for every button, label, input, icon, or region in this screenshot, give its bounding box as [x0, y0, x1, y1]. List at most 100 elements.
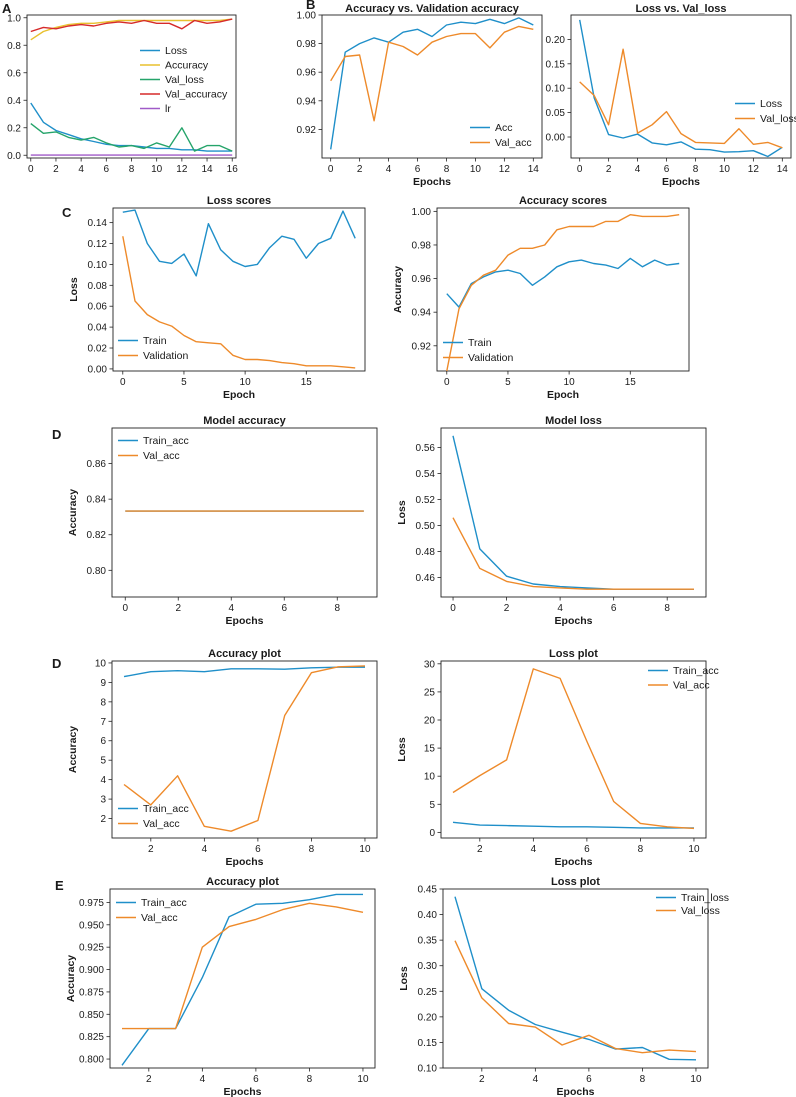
y-tick-label: 0.06 — [88, 302, 108, 313]
series-line-train-loss — [454, 896, 697, 1061]
y-tick-label: 0.10 — [88, 260, 108, 271]
x-tick-label: 4 — [228, 603, 234, 614]
y-axis-label: Loss — [396, 500, 408, 525]
y-tick-label: 0.96 — [297, 68, 317, 79]
legend-entry: Val_acc — [673, 680, 710, 692]
x-tick-label: 4 — [635, 164, 641, 175]
y-tick-label: 9 — [100, 678, 106, 689]
series-line-val-acc — [330, 25, 534, 122]
y-tick-label: 1.00 — [412, 207, 432, 218]
y-tick-label: 0.4 — [7, 96, 21, 107]
x-tick-label: 2 — [477, 844, 483, 855]
y-tick-label: 0.86 — [87, 459, 107, 470]
x-tick-label: 10 — [240, 377, 252, 388]
y-tick-label: 0.35 — [418, 936, 438, 947]
legend-entry: Train_acc — [141, 897, 187, 909]
y-tick-label: 0.950 — [79, 920, 104, 931]
x-tick-label: 10 — [719, 164, 731, 175]
y-tick-label: 0.875 — [79, 987, 104, 998]
plot-frame — [26, 14, 237, 159]
y-axis-label: Accuracy — [392, 266, 404, 313]
x-tick-label: 2 — [357, 164, 363, 175]
x-tick-label: 4 — [557, 603, 563, 614]
y-axis-label: Loss — [396, 737, 408, 762]
series-line-val-loss — [30, 123, 233, 152]
x-tick-label: 2 — [175, 603, 181, 614]
x-axis-label: Epochs — [224, 1086, 262, 1097]
y-tick-label: 0.98 — [297, 39, 317, 50]
x-tick-label: 10 — [357, 1074, 369, 1085]
y-tick-label: 0.00 — [546, 133, 566, 144]
legend-entry: Loss — [760, 98, 782, 110]
y-tick-label: 0.25 — [418, 987, 438, 998]
y-tick-label: 0.92 — [297, 125, 317, 136]
chart-c2: Accuracy scores 0 5 10 15 0.92 0.94 0.96 0.98 1.0… — [392, 195, 690, 401]
plot-frame — [109, 888, 376, 1069]
y-tick-label: 0.05 — [546, 108, 566, 119]
chart-d1: Model accuracy 0 2 4 6 8 0.80 0.82 0.84 0.86 Epoch… — [67, 415, 378, 627]
y-tick-label: 0.94 — [297, 96, 317, 107]
y-tick-label: 6 — [100, 736, 106, 747]
chart-title: Loss vs. Val_loss — [635, 3, 726, 15]
chart-title: Model accuracy — [203, 415, 286, 427]
chart-b1: Accuracy vs. Validation accuracy 0 2 4 6 8 10 1… — [297, 3, 543, 188]
x-tick-label: 4 — [533, 1074, 539, 1085]
y-tick-label: 0.94 — [412, 308, 432, 319]
x-tick-label: 4 — [200, 1074, 206, 1085]
chart-d4: Loss plot 2 4 6 8 10 0 5 10 15 20 25 30 Epochs Loss Tra… — [396, 648, 719, 868]
series-line-train-acc — [123, 666, 365, 678]
x-tick-label: 16 — [227, 164, 239, 175]
x-tick-label: 14 — [777, 164, 789, 175]
y-axis-label: Accuracy — [65, 955, 77, 1002]
y-tick-label: 20 — [424, 716, 436, 727]
y-tick-label: 0.0 — [7, 151, 21, 162]
plot-frame — [440, 427, 707, 598]
y-tick-label: 0.15 — [418, 1038, 438, 1049]
x-tick-label: 12 — [176, 164, 188, 175]
x-tick-label: 10 — [470, 164, 482, 175]
plot-frame — [442, 888, 709, 1069]
y-tick-label: 5 — [100, 756, 106, 767]
x-axis-label: Epochs — [557, 1086, 595, 1097]
x-tick-label: 15 — [625, 377, 637, 388]
x-axis-label: Epoch — [223, 389, 255, 401]
x-tick-label: 0 — [122, 603, 128, 614]
legend-entry: Val_acc — [495, 137, 532, 149]
plot-frame — [112, 207, 366, 372]
chart-title: Accuracy plot — [206, 876, 279, 888]
x-tick-label: 8 — [638, 844, 644, 855]
legend-entry: Validation — [468, 352, 513, 364]
series-line-val-acc — [122, 902, 364, 1030]
series-line-loss — [579, 19, 783, 158]
y-tick-label: 1.00 — [297, 11, 317, 22]
panel-label-c: C — [62, 205, 72, 220]
x-tick-label: 14 — [528, 164, 540, 175]
x-axis-label: Epochs — [555, 856, 593, 868]
x-tick-label: 2 — [606, 164, 612, 175]
y-tick-label: 30 — [424, 659, 436, 670]
legend-entry: Train — [468, 337, 492, 349]
x-tick-label: 14 — [201, 164, 213, 175]
panel-label-a: A — [2, 1, 12, 16]
panel-label-d: D — [52, 427, 61, 442]
y-tick-label: 0.54 — [416, 469, 436, 480]
y-tick-label: 0.925 — [79, 943, 104, 954]
y-tick-label: 0.14 — [88, 218, 108, 229]
x-tick-label: 10 — [690, 1074, 702, 1085]
x-tick-label: 6 — [664, 164, 670, 175]
x-tick-label: 2 — [479, 1074, 485, 1085]
y-tick-label: 0.2 — [7, 123, 21, 134]
series-line-train — [122, 209, 356, 277]
y-tick-label: 0.50 — [416, 521, 436, 532]
x-tick-label: 8 — [334, 603, 340, 614]
chart-c1: Loss scores 0 5 10 15 0.00 0.02 0.04 0.06 0.08 0.1… — [68, 195, 366, 401]
x-tick-label: 15 — [301, 377, 313, 388]
legend: Train Validation — [118, 335, 188, 362]
x-tick-label: 10 — [359, 844, 371, 855]
series-line-val-acc — [452, 668, 695, 830]
legend-entry: Val_acc — [143, 818, 180, 830]
legend-entry: Acc — [495, 122, 513, 134]
x-tick-label: 2 — [504, 603, 510, 614]
